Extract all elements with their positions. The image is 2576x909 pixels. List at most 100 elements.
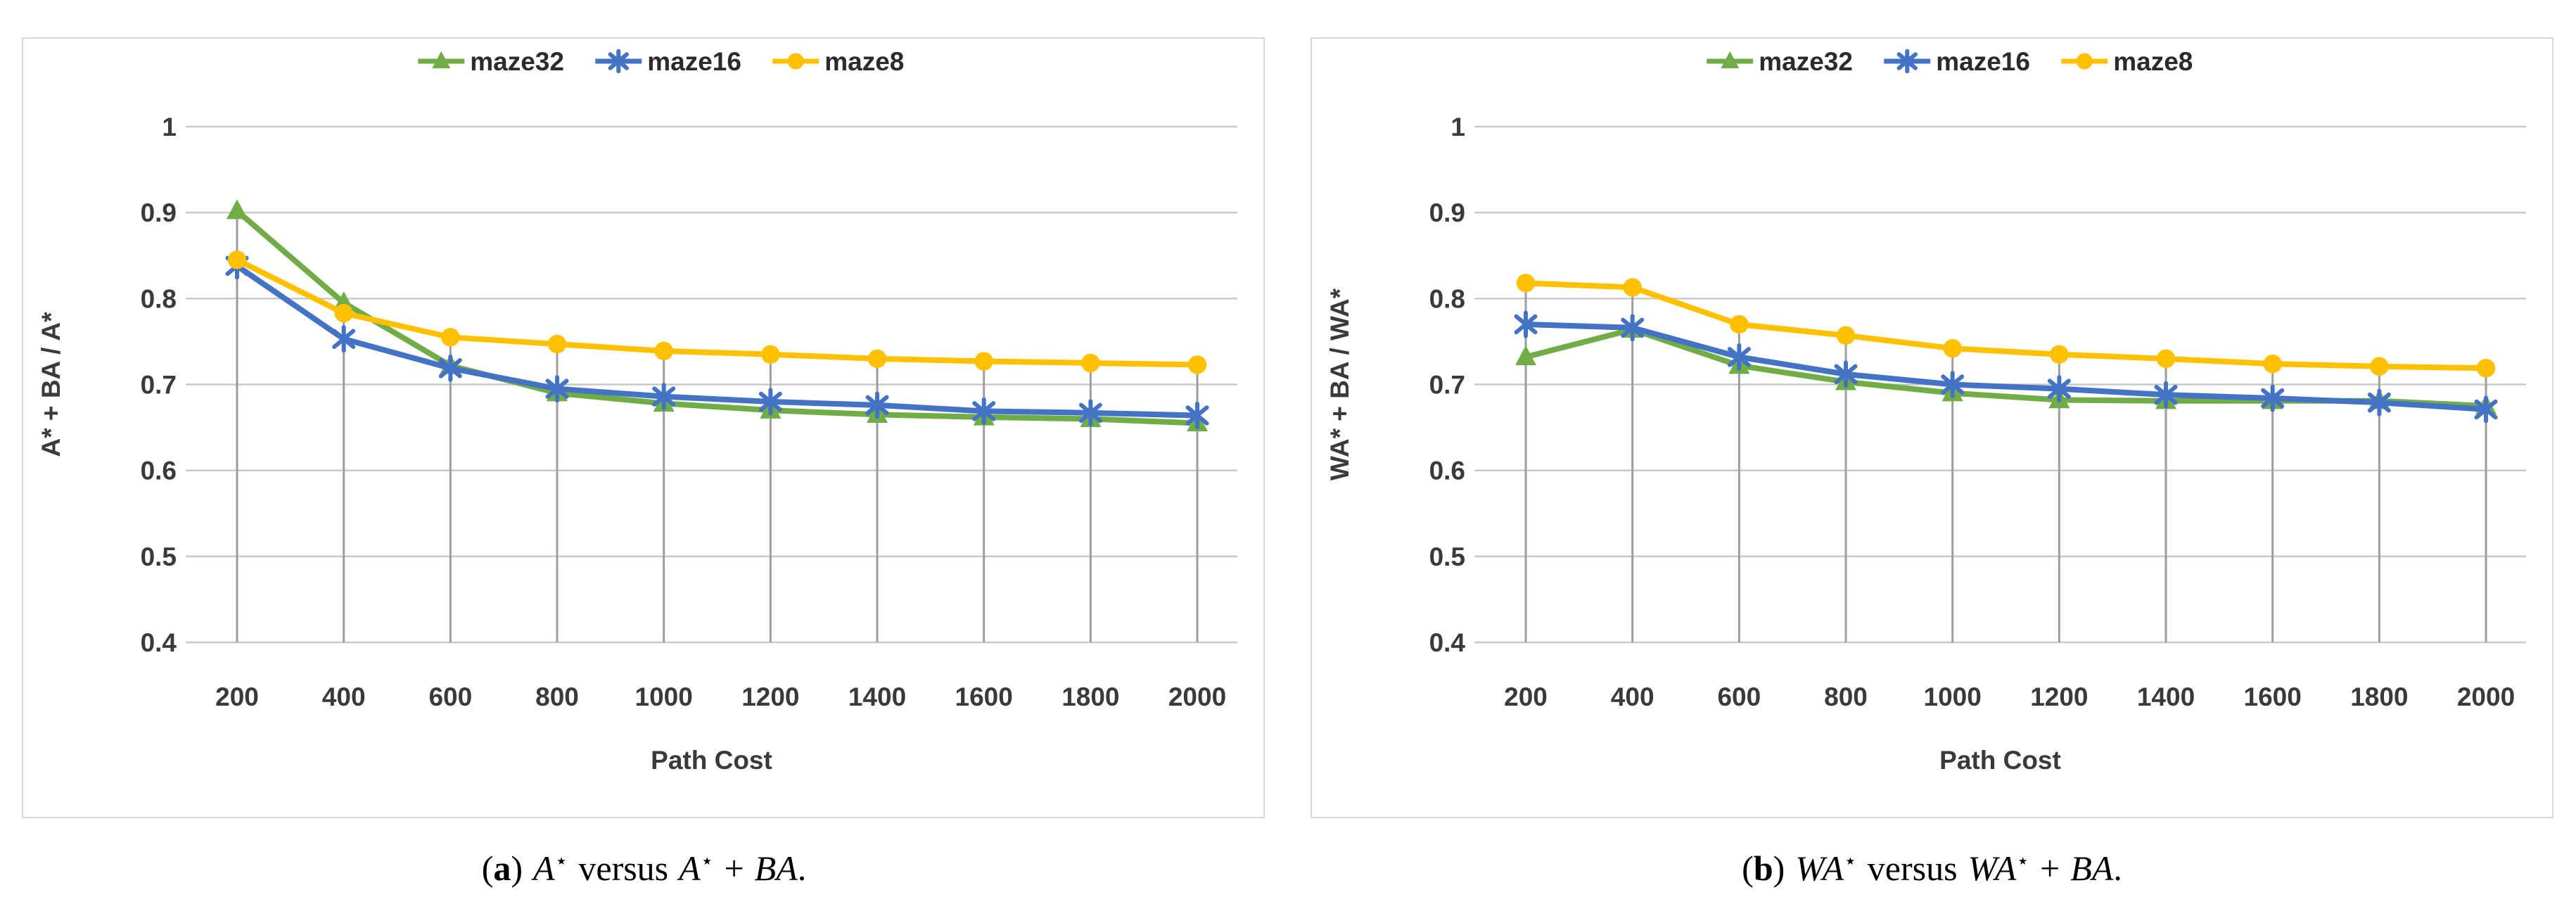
y-tick-label: 0.7 — [1429, 371, 1465, 400]
x-tick-label: 1600 — [2244, 682, 2302, 711]
asterisk-marker — [2474, 395, 2498, 424]
caption-b: (b) WA⋆ versus WA⋆ + BA. — [1288, 834, 2576, 902]
caption-a-paren-close: ) — [511, 848, 523, 888]
chart-a-canvas: 1 0.9 0.8 0.7 0.6 0.5 0.4 200 400 600 800 1000 1200 1… — [37, 47, 1237, 775]
legend-label: maze32 — [470, 47, 564, 76]
series-line-maze8 — [1523, 280, 2489, 371]
gridlines — [186, 125, 1237, 644]
series-maze16 — [225, 252, 1209, 429]
circle-marker — [2050, 345, 2069, 364]
y-tick-label: 0.9 — [1429, 198, 1465, 227]
asterisk-marker — [608, 49, 629, 74]
y-tick-label: 0.4 — [1429, 628, 1466, 657]
y-tick-label: 1 — [1450, 113, 1465, 141]
triangle-marker — [1721, 51, 1740, 69]
caption-b-period: . — [2113, 848, 2122, 888]
caption-a-term1: A — [533, 848, 555, 888]
circle-marker — [1943, 338, 1962, 358]
x-tick-label: 1200 — [741, 682, 799, 711]
x-tick-label: 1400 — [848, 682, 906, 711]
y-axis-title: A* + BA / A* — [37, 312, 65, 457]
series-line-maze8 — [234, 257, 1201, 368]
x-tick-label: 400 — [1611, 682, 1654, 711]
circle-marker — [2476, 359, 2496, 378]
x-tick-label: 2000 — [1168, 682, 1226, 711]
triangle-marker — [227, 199, 248, 220]
legend-item-maze16: maze16 — [1884, 47, 2030, 76]
legend-label: maze16 — [1936, 47, 2030, 76]
legend: maze32 maze16 maze8 — [1707, 47, 2193, 76]
asterisk-marker — [2367, 388, 2391, 417]
caption-b-term3: BA — [2070, 848, 2114, 888]
chart-b-canvas: 1 0.9 0.8 0.7 0.6 0.5 0.4 200 400 600 800 1000 1200 1… — [1325, 47, 2526, 775]
caption-a-versus: versus — [578, 848, 669, 888]
asterisk-marker — [1514, 310, 1538, 338]
series-line-maze16 — [1523, 321, 2489, 412]
caption-b-star1: ⋆ — [1844, 849, 1857, 873]
caption-b-term1: WA — [1795, 848, 1844, 888]
x-tick-label: 600 — [428, 682, 472, 711]
caption-b-letter: b — [1753, 848, 1773, 888]
series-maze8 — [227, 250, 1207, 374]
series-line-maze16 — [234, 262, 1201, 419]
asterisk-marker — [545, 375, 569, 403]
circle-marker — [2263, 354, 2282, 374]
asterisk-marker — [2047, 375, 2071, 403]
asterisk-marker — [758, 388, 782, 416]
caption-a-letter: a — [493, 848, 511, 888]
y-axis-title: WA* + BA / WA* — [1325, 288, 1354, 481]
circle-marker — [2370, 357, 2389, 376]
gridlines — [1474, 125, 2526, 644]
circle-marker — [974, 352, 993, 371]
caption-b-term2: WA — [1968, 848, 2017, 888]
legend-label: maze32 — [1759, 47, 1853, 76]
caption-b-paren-close: ) — [1773, 848, 1785, 888]
x-axis-title: Path Cost — [1939, 746, 2061, 775]
legend: maze32 maze16 maze8 — [418, 47, 904, 76]
x-tick-label: 400 — [322, 682, 366, 711]
asterisk-marker — [1896, 49, 1918, 74]
caption-b-plus: + — [2040, 848, 2060, 888]
legend-label: maze8 — [2113, 47, 2193, 76]
asterisk-marker — [332, 325, 356, 353]
caption-a-term2: A — [679, 848, 701, 888]
asterisk-marker — [2154, 381, 2178, 409]
legend-label: maze16 — [647, 47, 741, 76]
caption-a-paren-open: ( — [481, 848, 494, 888]
asterisk-marker — [1078, 399, 1102, 427]
y-tick-label: 0.6 — [1429, 457, 1465, 485]
legend-item-maze32: maze32 — [1707, 47, 1853, 76]
asterisk-marker — [1727, 343, 1751, 371]
y-tick-label: 0.6 — [141, 457, 177, 485]
x-tick-label: 1800 — [1061, 682, 1119, 711]
y-tick-labels: 1 0.9 0.8 0.7 0.6 0.5 0.4 — [1429, 113, 1466, 657]
legend-item-maze8: maze8 — [2061, 47, 2193, 76]
y-tick-label: 0.5 — [141, 542, 177, 571]
legend-item-maze16: maze16 — [595, 47, 741, 76]
y-tick-label: 1 — [162, 113, 177, 141]
x-tick-label: 1000 — [1924, 682, 1982, 711]
triangle-marker — [1515, 345, 1536, 366]
x-tick-labels: 200 400 600 800 1000 1200 1400 1600 1800 2000 — [1504, 682, 2515, 711]
series-maze16 — [1514, 310, 2498, 424]
x-axis-title: Path Cost — [651, 746, 772, 775]
circle-marker — [1081, 353, 1100, 373]
caption-b-star2: ⋆ — [2016, 849, 2030, 873]
chart-panel-a: 1 0.9 0.8 0.7 0.6 0.5 0.4 200 400 600 800 1000 1200 1… — [22, 37, 1265, 818]
y-tick-labels: 1 0.9 0.8 0.7 0.6 0.5 0.4 — [141, 113, 177, 657]
asterisk-marker — [972, 397, 996, 425]
caption-a: (a) A⋆ versus A⋆ + BA. — [0, 834, 1288, 902]
circle-marker — [787, 53, 804, 70]
circle-marker — [547, 334, 567, 354]
x-tick-label: 1000 — [635, 682, 693, 711]
x-tick-label: 1600 — [955, 682, 1013, 711]
caption-a-period: . — [797, 848, 807, 888]
circle-marker — [761, 345, 780, 364]
circle-marker — [1516, 274, 1536, 293]
circle-marker — [1730, 314, 1749, 334]
x-tick-label: 800 — [535, 682, 579, 711]
circle-marker — [867, 349, 887, 369]
caption-a-star2: ⋆ — [700, 849, 714, 873]
x-tick-label: 600 — [1717, 682, 1761, 711]
circle-marker — [2156, 349, 2176, 369]
